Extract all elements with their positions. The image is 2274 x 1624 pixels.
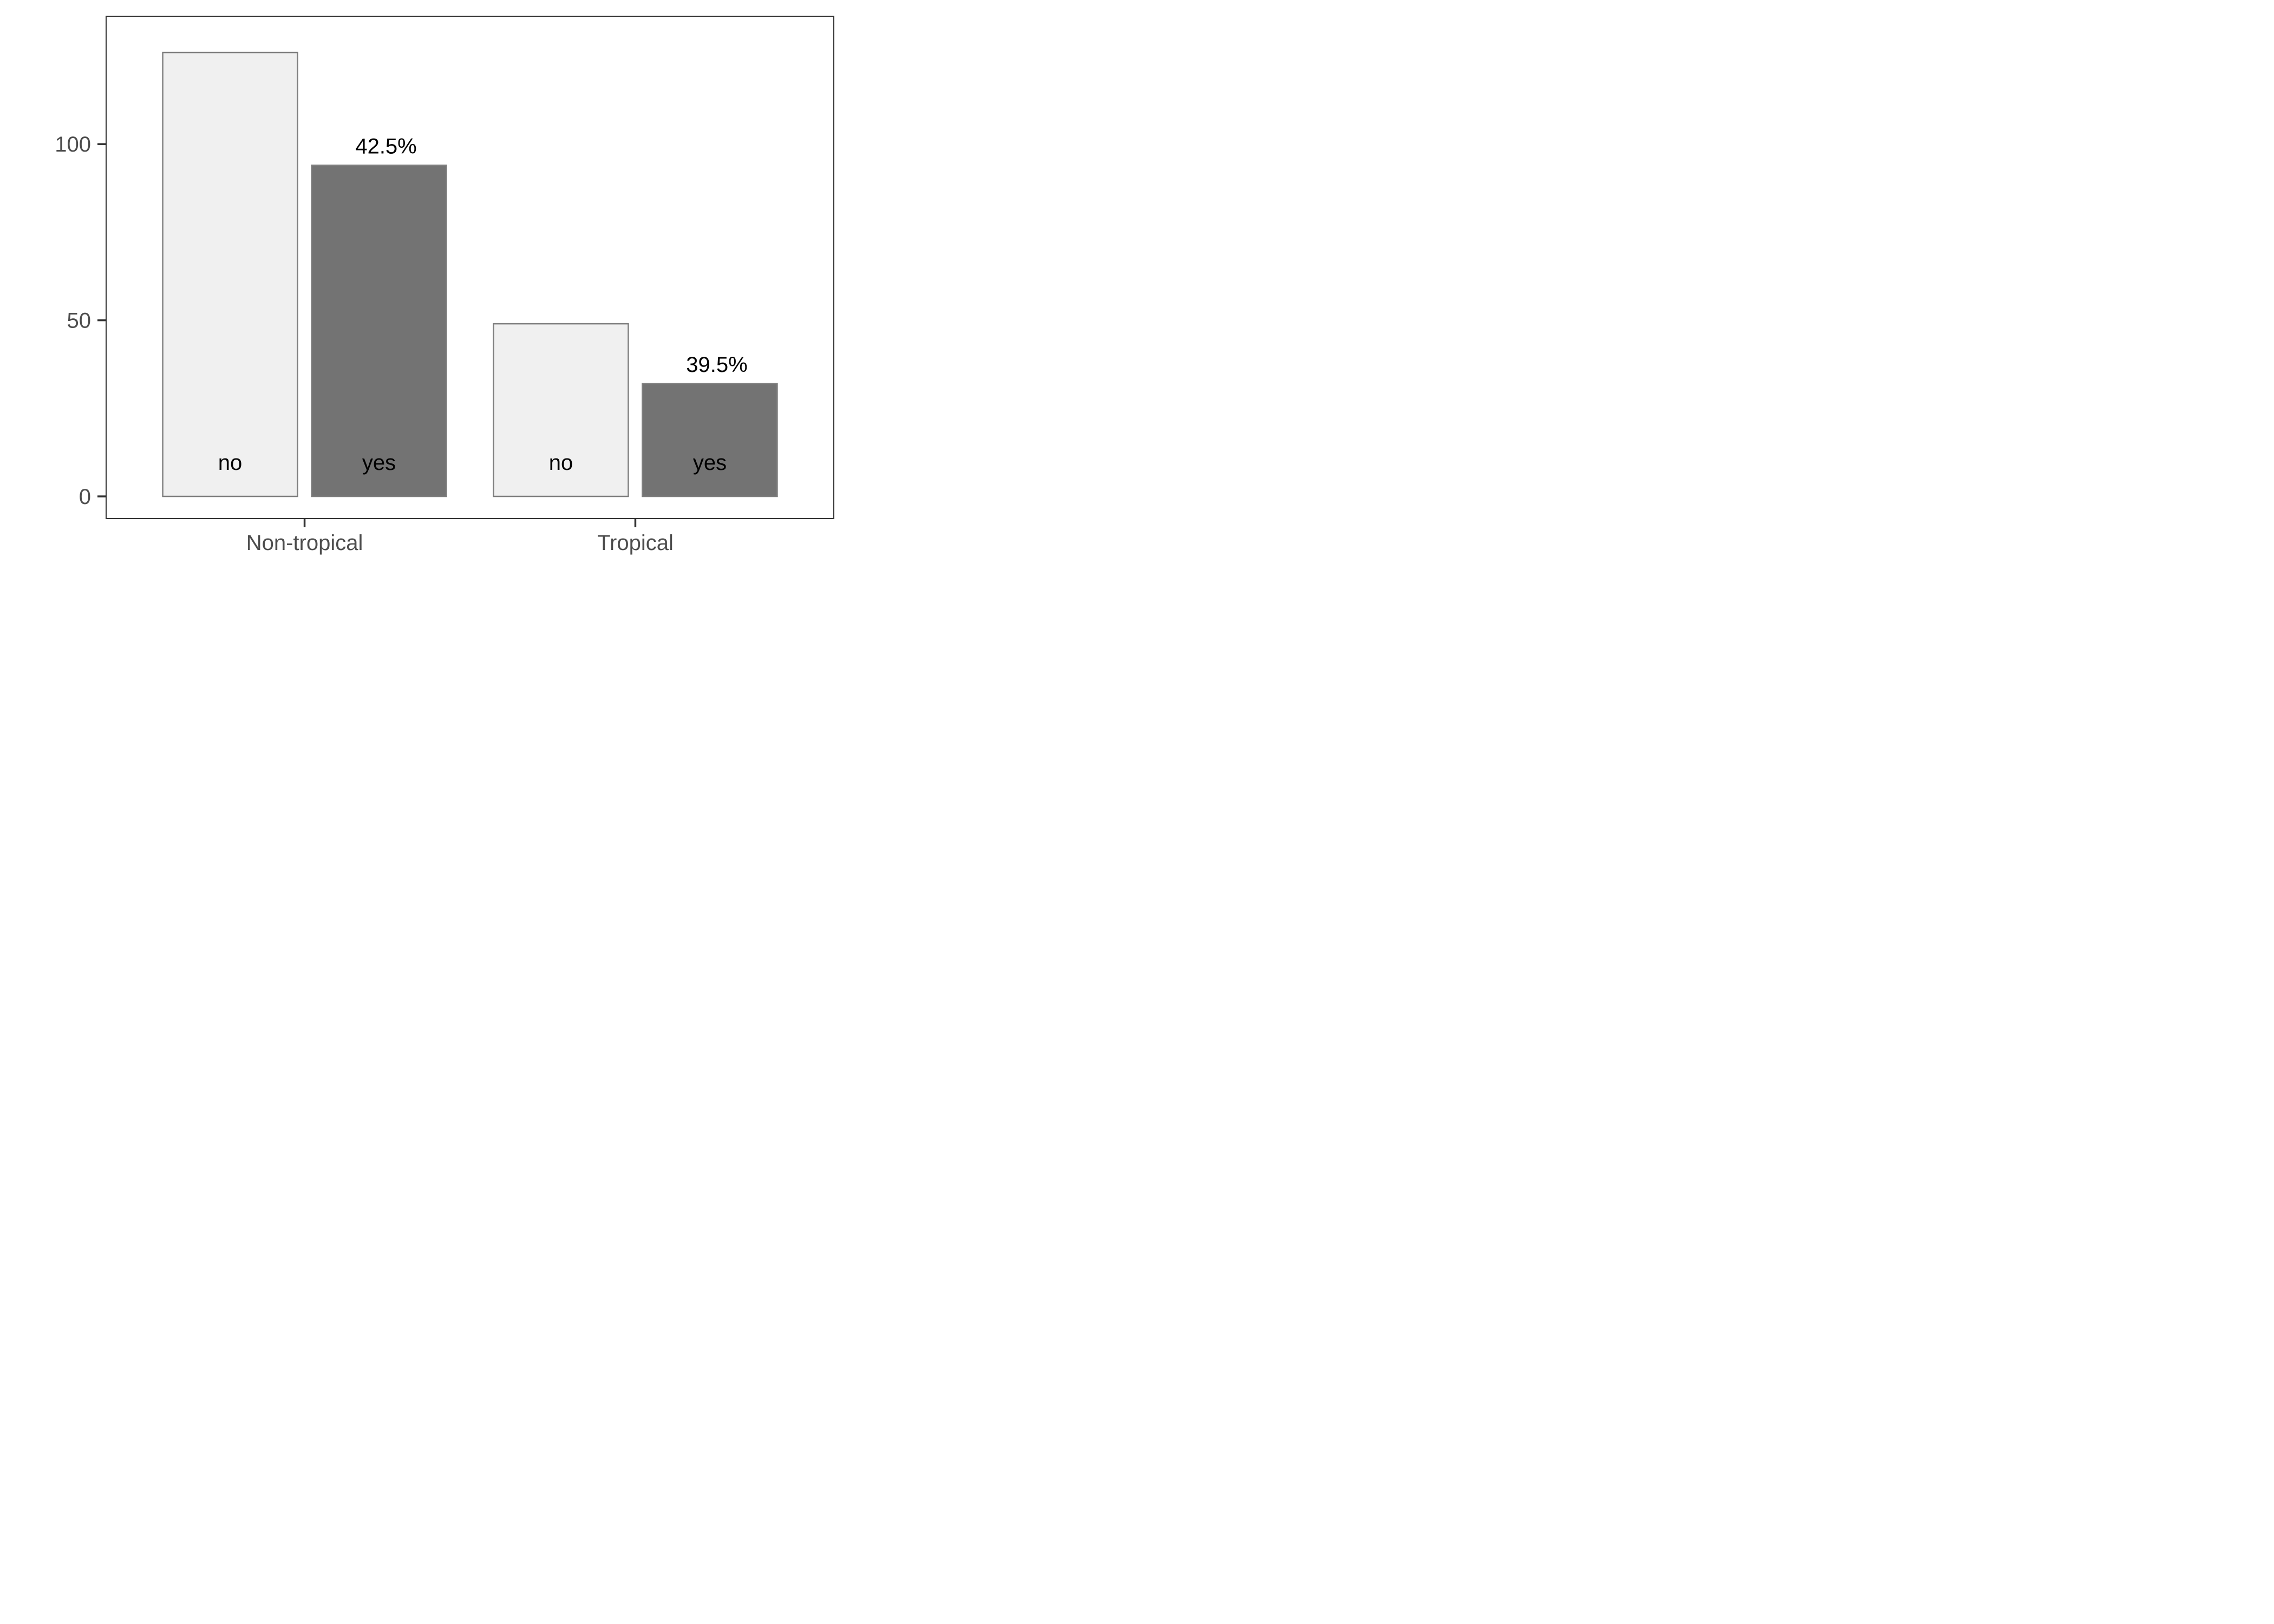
y-tick-label: 50 [67,309,92,333]
y-tick-label: 0 [79,485,91,509]
y-axis: 0 50 100 [55,133,106,509]
bar-yes [642,383,778,497]
percentage-label: 39.5% [686,353,747,377]
bar-no [162,51,298,497]
bar-inner-label: yes [693,451,727,475]
bar-labels: no yes 42.5% no yes 39.5% [218,134,748,475]
bar-inner-label: no [549,451,573,475]
bar-yes [311,165,447,497]
x-axis: Non-tropical Tropical [246,519,674,555]
bar-inner-label: no [218,451,243,475]
bar-inner-label: yes [362,451,396,475]
x-tick-label: Non-tropical [246,531,363,555]
bars [162,51,778,497]
x-tick-label: Tropical [597,531,674,555]
y-tick-label: 100 [55,133,91,156]
bar-no [493,323,629,497]
percentage-label: 42.5% [355,134,416,158]
